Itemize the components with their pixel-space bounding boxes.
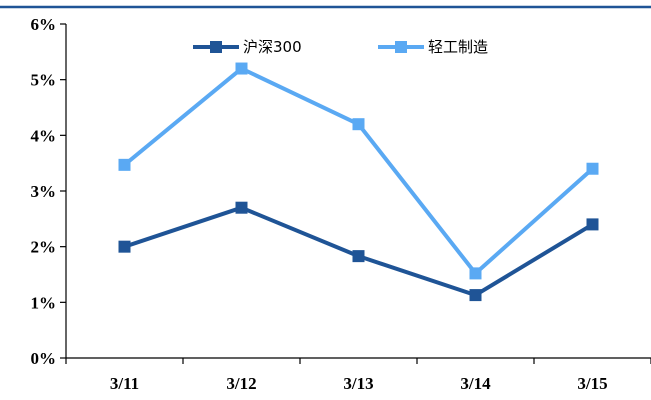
plot-series: [118, 62, 599, 302]
x-axis: 3/11 3/12 3/13 3/14 3/15: [65, 357, 651, 393]
x-tick-label: 3/12: [226, 374, 256, 393]
data-point-marker: [118, 240, 131, 253]
x-tick-label: 3/13: [343, 374, 373, 393]
data-point-marker: [352, 250, 365, 263]
data-point-marker: [469, 267, 482, 280]
data-point-marker: [469, 289, 482, 302]
y-tick-label: 3%: [31, 182, 57, 201]
data-point-marker: [118, 158, 131, 171]
series-1: [118, 201, 599, 302]
x-tick-label: 3/15: [577, 374, 607, 393]
legend-item-1: 沪深300: [193, 38, 302, 56]
data-point-marker: [352, 118, 365, 131]
data-point-marker: [235, 62, 248, 75]
y-tick-label: 1%: [31, 293, 57, 312]
data-point-marker: [235, 201, 248, 214]
y-axis: 0% 1% 2% 3% 4% 5% 6%: [31, 15, 67, 368]
data-point-marker: [586, 162, 599, 175]
y-tick-label: 5%: [31, 71, 57, 90]
y-tick-label: 6%: [31, 15, 57, 34]
series-line: [123, 66, 594, 276]
data-point-marker: [586, 218, 599, 231]
y-tick-label: 2%: [31, 238, 57, 257]
y-tick-label: 0%: [31, 349, 57, 368]
x-tick-label: 3/14: [460, 374, 491, 393]
legend-marker: [210, 41, 222, 53]
legend: 沪深300 轻工制造: [193, 38, 488, 56]
x-tick-label: 3/11: [110, 374, 139, 393]
y-tick-label: 4%: [31, 126, 57, 145]
legend-label: 轻工制造: [428, 38, 488, 56]
series-2: [118, 62, 599, 280]
legend-label: 沪深300: [243, 38, 302, 56]
legend-marker: [395, 41, 407, 53]
legend-item-2: 轻工制造: [378, 38, 488, 56]
